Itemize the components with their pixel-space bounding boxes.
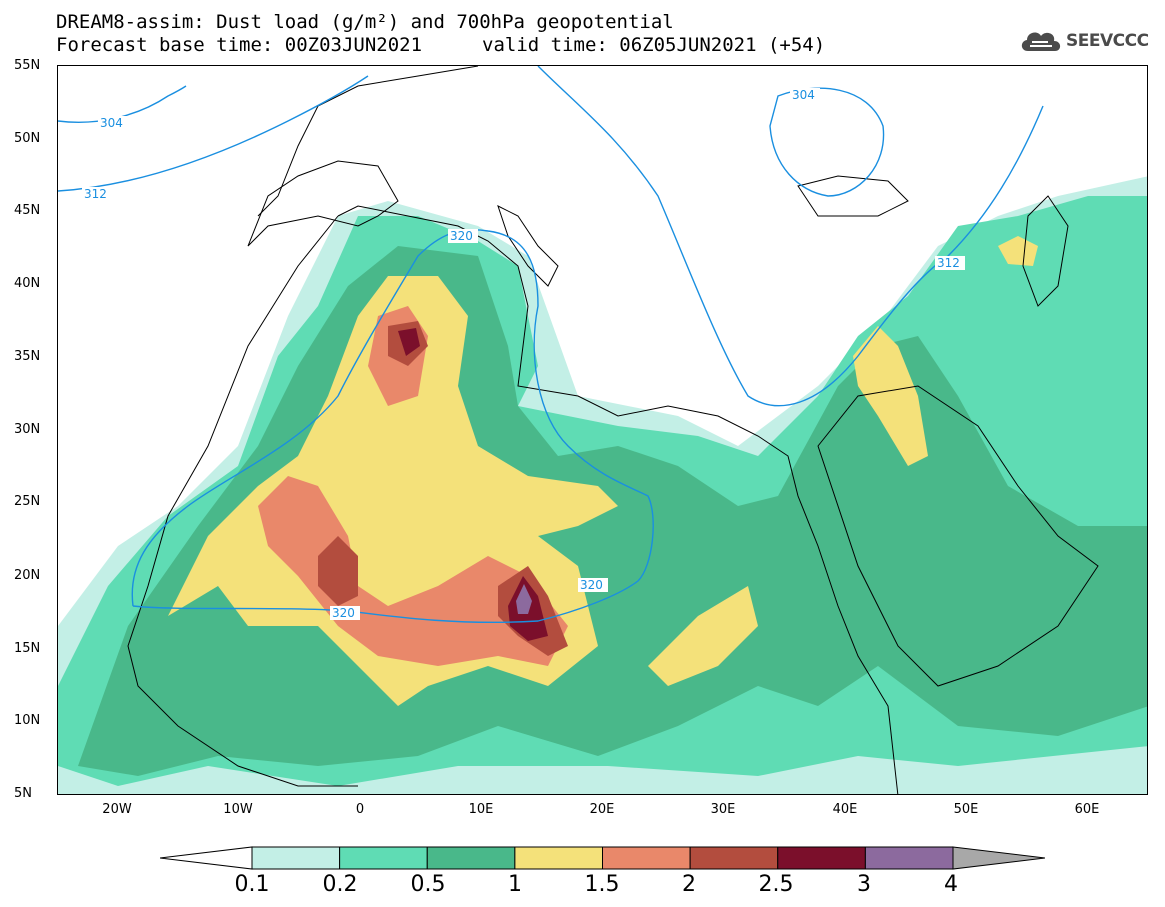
colorbar-label-0.5: 0.5 [410,872,446,897]
cloud-icon [1021,32,1061,51]
colorbar-high-arrow [952,846,1045,870]
contour-label-bg [578,578,608,592]
contour-320-east [947,105,1044,257]
lat-label-30n: 30N [14,422,41,437]
lat-label-50n: 50N [14,131,41,146]
dust-region-4.0 [516,584,532,614]
contour-304-west [58,85,187,123]
lat-label-35n: 35N [14,349,41,364]
lon-label-40e: 40E [832,802,858,817]
contour-label-bg [790,88,820,102]
europe-coast [257,66,479,217]
lon-label-50e: 50E [953,802,979,817]
lon-label-10w: 10W [223,802,253,817]
italy [497,205,559,287]
contour-label-bg [330,606,360,620]
colorbar-cell-0.5 [426,846,516,870]
dust-region-2.0 [318,536,358,606]
colorbar-cell-3 [864,846,954,870]
black-sea [797,175,909,217]
contour-label-bg [82,187,112,201]
contour-label-320-south: 320 [332,606,355,620]
lon-label-20w: 20W [102,802,132,817]
valid-time: valid time: 06Z05JUN2021 (+54) [482,34,826,56]
colorbar-label-1.5: 1.5 [584,872,620,897]
contour-312-west [58,75,369,192]
dust-region-1.0-d [998,236,1038,266]
contour-label-304-west: 304 [100,116,123,130]
dust-region-3.0-b [398,328,420,356]
caspian [1022,195,1069,307]
colorbar-label-2: 2 [682,872,696,897]
lat-label-10n: 10N [14,713,41,728]
contour-labels: 304 312 320 320 320 312 304 [82,88,965,620]
contour-label-bg [935,256,965,270]
colorbar-cell-2 [689,846,779,870]
dust-region-1.0-b [648,586,758,686]
lon-label-10e: 10E [468,802,494,817]
contour-label-320-east: 320 [580,578,603,592]
map-title: DREAM8-assim: Dust load (g/m²) and 700hP… [56,11,674,33]
africa-coast [337,205,899,794]
contour-312-east [537,66,949,407]
contour-label-bg [98,116,128,130]
contour-320 [131,229,654,624]
colorbar-label-0.2: 0.2 [322,872,358,897]
dust-region-1.0-c [853,326,928,466]
map-canvas: 304 312 320 320 320 312 304 [58,66,1147,794]
seevccc-logo: SEEVCCC [1018,25,1158,59]
geopotential-contours [58,66,1044,624]
contour-label-bg [448,229,478,243]
colorbar-label-2.5: 2.5 [758,872,794,897]
colorbar-cells [251,846,954,870]
forecast-base-time: Forecast base time: 00Z03JUN2021 [56,34,423,56]
colorbar-cell-0.1 [251,846,341,870]
lat-label-40n: 40N [14,276,41,291]
colorbar-cell-1.5 [602,846,691,870]
west-africa-coast [127,215,358,787]
colorbar-label-0.1: 0.1 [234,872,270,897]
lat-label-25n: 25N [14,494,41,509]
dust-load-map: 304 312 320 320 320 312 304 [57,65,1148,795]
colorbar-label-1: 1 [508,872,522,897]
lat-label-20n: 20N [14,568,41,583]
colorbar [160,846,1045,870]
colorbar-cell-0.2 [339,846,428,870]
lat-label-45n: 45N [14,203,41,218]
iberia [247,160,399,247]
lon-label-0: 0 [355,802,365,817]
lon-label-60e: 60E [1074,802,1100,817]
contour-label-320-north: 320 [450,229,473,243]
dust-shading [58,176,1147,794]
colorbar-low-arrow [160,846,253,870]
colorbar-label-4: 4 [944,872,958,897]
colorbar-cell-2.5 [777,846,866,870]
arabia [817,385,1099,687]
lat-label-55n: 55N [14,58,41,73]
lat-label-15n: 15N [14,641,41,656]
logo-text: SEEVCCC [1066,31,1149,51]
colorbar-cell-1 [514,846,603,870]
contour-label-312-east: 312 [937,256,960,270]
colorbar-label-3: 3 [857,872,871,897]
lon-label-30e: 30E [710,802,736,817]
contour-304-east [769,87,885,197]
contour-label-304-east: 304 [792,88,815,102]
contour-label-312-west: 312 [84,187,107,201]
lon-label-20e: 20E [589,802,615,817]
lat-label-5n: 5N [14,786,32,801]
